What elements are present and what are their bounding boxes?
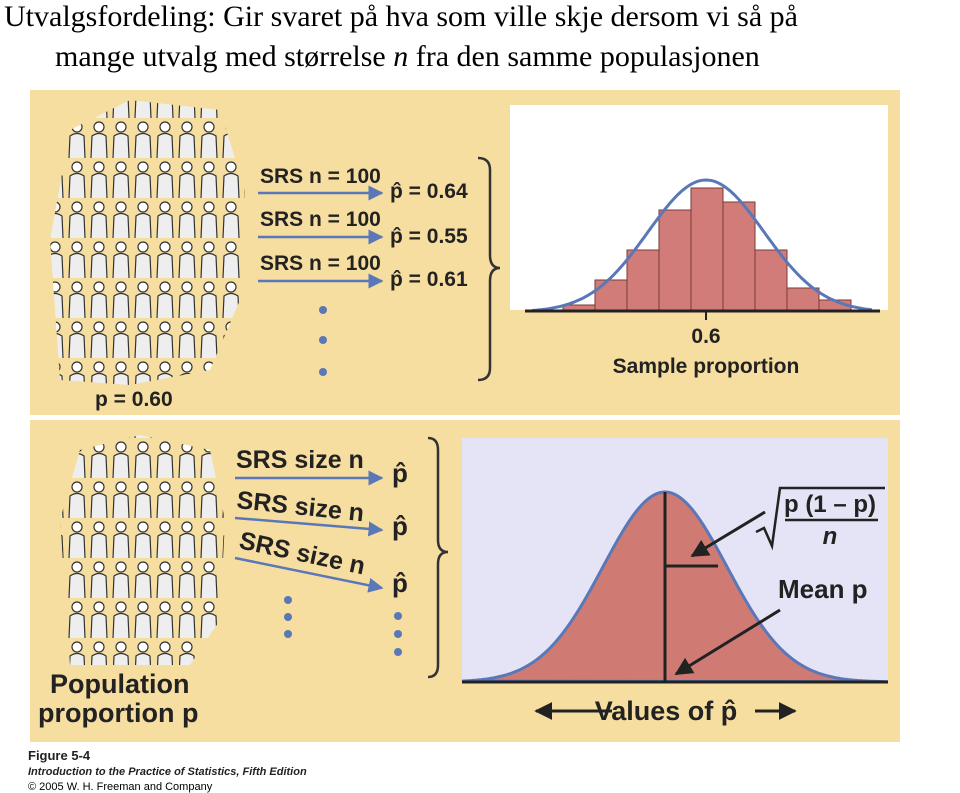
- sample-label: SRS size n: [236, 446, 364, 474]
- sqrt-sign: [755, 486, 885, 551]
- histogram-bar: [754, 249, 788, 312]
- estimate: p̂: [392, 568, 408, 598]
- crowd: [50, 100, 245, 385]
- estimate: p̂: [392, 511, 408, 541]
- sample-label: SRS n = 100: [260, 165, 381, 188]
- title-part: n: [393, 40, 408, 73]
- crowd: [60, 435, 225, 665]
- axis-tick-label: 0.6: [691, 325, 720, 348]
- axis-label: Values of p̂: [595, 696, 738, 726]
- sample-arrows: [234, 470, 384, 593]
- histogram-bar: [786, 287, 820, 312]
- estimate: p̂ = 0.55: [390, 225, 468, 248]
- title-part: mange utvalg med størrelse: [55, 40, 393, 73]
- population-label: p = 0.60: [95, 388, 173, 411]
- histogram-bar: [658, 209, 692, 312]
- histogram-bar: [594, 279, 628, 312]
- histogram-bar: [626, 249, 660, 312]
- histogram: [562, 187, 852, 312]
- sample-label: SRS n = 100: [260, 252, 381, 275]
- estimate: p̂ = 0.64: [390, 180, 468, 203]
- population-label: Population: [50, 669, 189, 699]
- sample-label: SRS n = 100: [260, 208, 381, 231]
- sd-arrow: [690, 510, 766, 558]
- title-line: mange utvalg med størrelse n fra den sam…: [55, 40, 760, 73]
- mean-label: Mean p: [778, 574, 868, 604]
- title-line: Utvalgsfordeling: Gir svaret på hva som …: [4, 0, 798, 33]
- figure-label: Figure 5-4: [28, 748, 91, 763]
- brace: [427, 436, 449, 679]
- axis-label: Sample proportion: [613, 355, 800, 378]
- sampling-curve: [461, 490, 889, 684]
- brace: [477, 156, 501, 382]
- sd-denominator: n: [823, 523, 838, 550]
- sd-numerator: p (1 – p): [784, 491, 876, 518]
- ellipsis-dots: [284, 596, 402, 656]
- copyright: © 2005 W. H. Freeman and Company: [28, 781, 213, 793]
- estimate: p̂: [392, 458, 408, 488]
- ellipsis-dots: [319, 306, 327, 376]
- estimate: p̂ = 0.61: [390, 268, 468, 291]
- population-label: proportion p: [38, 698, 198, 728]
- normal-curve: [531, 178, 873, 312]
- sample-arrows: [258, 185, 384, 289]
- book-title: Introduction to the Practice of Statisti…: [28, 766, 307, 778]
- title-part: fra den samme populasjonen: [408, 40, 760, 73]
- histogram-bar: [722, 201, 756, 312]
- histogram-bar: [690, 187, 724, 312]
- mean-arrow: [674, 608, 781, 676]
